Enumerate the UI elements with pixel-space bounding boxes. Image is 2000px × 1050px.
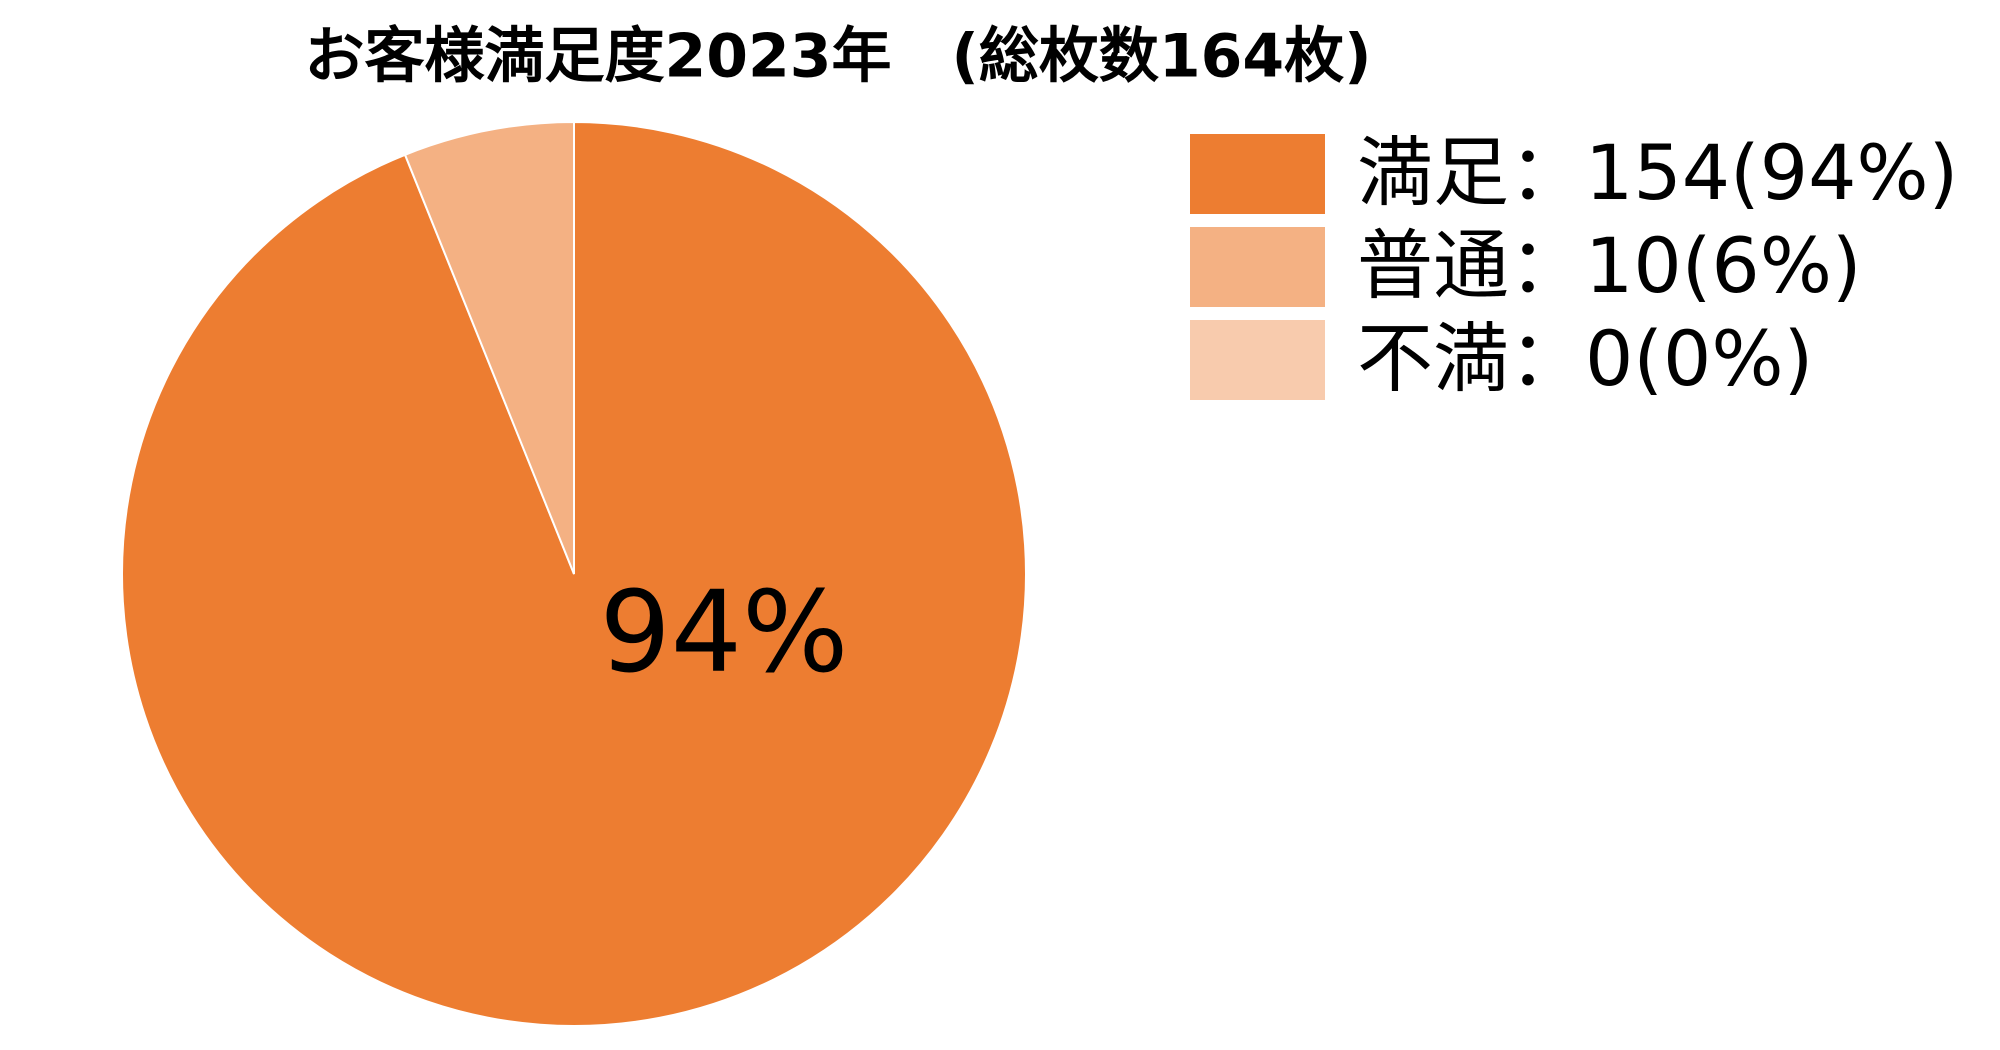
legend-label: 満足：154(94%) (1357, 128, 1958, 217)
chart-title: お客様満足度2023年 (総枚数164枚) (304, 22, 1371, 92)
pie-slice (403, 120, 575, 575)
legend-swatch (1190, 227, 1325, 307)
legend-swatch (1190, 134, 1325, 214)
legend-swatch (1190, 320, 1325, 400)
data-label: 94% (600, 568, 849, 698)
legend-label: 不満：0(0%) (1357, 314, 1813, 403)
legend-label: 普通：10(6%) (1357, 221, 1862, 310)
